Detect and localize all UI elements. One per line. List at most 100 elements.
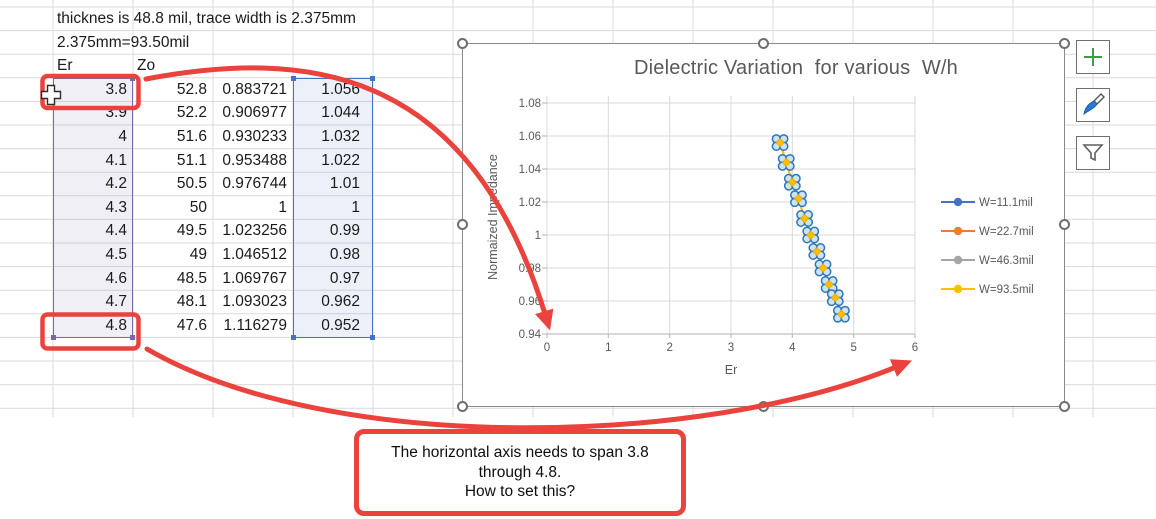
chart-resize-handle[interactable] (1059, 219, 1070, 230)
funnel-icon (1082, 144, 1104, 162)
cell[interactable]: 51.6 (176, 128, 207, 145)
cell[interactable]: 1.01 (329, 175, 360, 193)
selection-handle[interactable] (370, 334, 375, 340)
cell[interactable]: 1 (351, 198, 360, 216)
cell[interactable]: 52.8 (176, 80, 207, 98)
plus-icon (1084, 48, 1102, 66)
svg-text:6: 6 (912, 342, 918, 354)
svg-text:0.96: 0.96 (519, 296, 541, 308)
svg-text:1.08: 1.08 (519, 98, 541, 110)
cell[interactable]: 0.99 (329, 222, 360, 240)
cell[interactable]: 4.3 (105, 198, 127, 216)
cell[interactable]: 49 (189, 246, 207, 263)
sheet-note-2: 2.375mm=93.50mil (57, 33, 190, 51)
cell[interactable]: 4.1 (105, 151, 127, 169)
cell[interactable]: 1.093023 (222, 293, 287, 311)
chart-resize-handle[interactable] (457, 219, 468, 230)
selection-er-column (51, 75, 135, 340)
x-axis-title: Er (725, 363, 738, 377)
cell[interactable]: 51.1 (176, 151, 207, 169)
cell[interactable]: 1 (278, 198, 287, 216)
svg-text:1.02: 1.02 (519, 197, 541, 209)
cell[interactable]: 1.116279 (223, 316, 288, 334)
cell[interactable]: 47.6 (176, 316, 207, 334)
table-row: 3.9 52.2 0.906977 1.044 (0, 101, 420, 125)
cell[interactable]: 1.056 (321, 80, 360, 98)
cell[interactable]: 49.5 (176, 222, 207, 240)
chart-resize-handle[interactable] (1059, 38, 1070, 49)
table-row: 4 51.6 0.930233 1.032 (0, 125, 420, 149)
chart-title: Dielectric Variation for various W/h (634, 57, 958, 79)
chart-resize-handle[interactable] (1059, 401, 1070, 412)
cell[interactable]: 4.8 (105, 316, 127, 334)
cell[interactable]: 0.97 (329, 269, 360, 287)
chart-resize-handle[interactable] (758, 38, 769, 49)
chart-resize-handle[interactable] (457, 38, 468, 49)
cell[interactable]: 50 (189, 198, 207, 216)
table-row: 4.8 47.6 1.116279 0.952 (0, 314, 420, 338)
svg-text:0: 0 (544, 342, 550, 354)
cell[interactable]: 50.5 (176, 175, 207, 193)
cell[interactable]: 1.032 (321, 128, 360, 145)
table-row: 4.7 48.1 1.093023 0.962 (0, 290, 420, 314)
cell[interactable]: 0.953488 (222, 151, 287, 169)
cell[interactable]: 0.976744 (222, 175, 287, 193)
table-row: 4.3 50 1 1 (0, 196, 420, 220)
cell[interactable]: 4 (118, 128, 127, 145)
cell[interactable]: 3.9 (105, 104, 127, 122)
legend-item[interactable]: W=93.5mil (941, 284, 1034, 296)
svg-text:W=46.3mil: W=46.3mil (979, 255, 1034, 267)
chart-elements-button[interactable] (1076, 40, 1110, 74)
cell[interactable]: 1.023256 (222, 222, 287, 240)
cell[interactable]: 4.6 (105, 269, 127, 287)
paintbrush-icon (1083, 93, 1105, 116)
table-row: 4.1 51.1 0.953488 1.022 (0, 149, 420, 173)
cell[interactable]: 48.1 (176, 293, 207, 311)
legend-item[interactable]: W=11.1mil (941, 197, 1033, 209)
cell[interactable]: 0.952 (321, 316, 360, 334)
cell[interactable]: 4.2 (105, 175, 127, 193)
chart-resize-handle[interactable] (758, 401, 769, 412)
svg-text:W=11.1mil: W=11.1mil (979, 197, 1033, 209)
cell[interactable]: 0.883721 (222, 80, 287, 98)
svg-text:0.94: 0.94 (519, 329, 542, 341)
y-axis-title: Normaized Impedance (486, 154, 500, 280)
callout-line-3: How to set this? (464, 483, 576, 500)
cell[interactable]: 4.4 (105, 222, 127, 240)
cell[interactable]: 3.8 (105, 80, 127, 98)
cell[interactable]: 1.069767 (222, 269, 287, 287)
cell[interactable]: 0.98 (329, 246, 360, 263)
column-header-zo: Zo (137, 57, 156, 75)
cell[interactable]: 0.906977 (222, 104, 287, 122)
svg-text:1.04: 1.04 (519, 164, 542, 176)
svg-text:1: 1 (535, 230, 541, 242)
chart-filters-button[interactable] (1076, 136, 1110, 170)
cell[interactable]: 4.5 (105, 246, 127, 263)
column-header-er: Er (57, 57, 73, 75)
table-row: 4.5 49 1.046512 0.98 (0, 243, 420, 267)
chart-styles-button[interactable] (1076, 88, 1110, 122)
cell[interactable]: 1.046512 (222, 246, 287, 263)
chart-resize-handle[interactable] (457, 401, 468, 412)
table-row: 4.4 49.5 1.023256 0.99 (0, 219, 420, 243)
callout-line-2: through 4.8. (478, 463, 562, 481)
legend-item[interactable]: W=22.7mil (941, 226, 1034, 238)
cell[interactable]: 52.2 (176, 104, 207, 122)
cell[interactable]: 0.930233 (222, 128, 287, 145)
svg-text:3: 3 (728, 342, 734, 354)
cell[interactable]: 0.962 (321, 293, 360, 311)
svg-text:W=22.7mil: W=22.7mil (979, 226, 1034, 238)
svg-text:4: 4 (789, 342, 796, 354)
cell[interactable]: 1.044 (321, 104, 360, 122)
svg-text:1.06: 1.06 (519, 131, 541, 143)
cell[interactable]: 1.022 (321, 151, 360, 169)
legend-item[interactable]: W=46.3mil (941, 255, 1034, 267)
cell[interactable]: 4.7 (105, 293, 127, 311)
table-row: 3.8 52.8 0.883721 1.056 (0, 78, 420, 102)
svg-text:0.98: 0.98 (519, 263, 541, 275)
selection-handle[interactable] (291, 334, 296, 340)
table-row: 4.6 48.5 1.069767 0.97 (0, 267, 420, 291)
chart[interactable]: Dielectric Variation for various W/h 0 1 2… (457, 38, 1070, 412)
chart-plot-area: 0 1 2 3 4 5 6 0.94 0.96 0.98 1 1.02 1.04 1.06 1.08 Er No… (486, 96, 1034, 377)
cell[interactable]: 48.5 (176, 269, 207, 287)
